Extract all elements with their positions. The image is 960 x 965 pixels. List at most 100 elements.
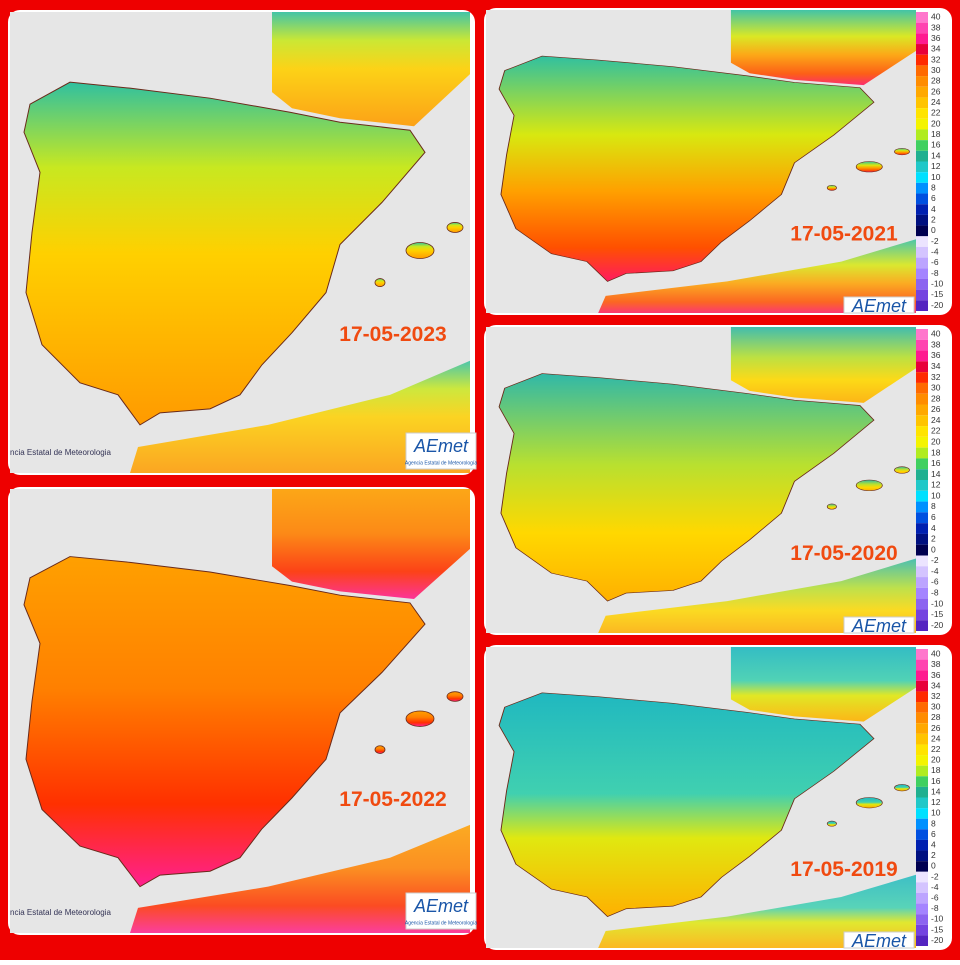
legend-swatch [916, 172, 928, 183]
legend-swatch [916, 670, 928, 681]
legend-label: 6 [931, 512, 936, 522]
legend-swatch [916, 361, 928, 373]
legend-swatch [916, 776, 928, 787]
legend-label: 10 [931, 490, 941, 500]
legend-label: -20 [931, 620, 944, 630]
island [826, 184, 837, 191]
legend-label: 8 [931, 182, 936, 192]
africa [598, 239, 916, 313]
legend-label: 12 [931, 480, 941, 490]
legend-swatch [916, 289, 928, 301]
legend-swatch [916, 257, 928, 269]
france [730, 647, 916, 722]
map-panel: 17-05-2022 AEmet Agencia Estatal de Meteor… [8, 487, 477, 935]
legend-swatch [916, 458, 928, 470]
logo-box [843, 931, 915, 949]
france [272, 12, 470, 127]
legend-swatch [916, 108, 928, 119]
legend-swatch [916, 12, 928, 23]
legend-label: 6 [931, 193, 936, 203]
legend-swatch [916, 914, 928, 925]
legend-swatch [916, 587, 928, 599]
legend-label: 30 [931, 702, 941, 712]
legend-label: 0 [931, 861, 936, 871]
legend-label: 40 [931, 12, 941, 22]
legend-label: -8 [931, 588, 939, 598]
legend-swatch [916, 924, 928, 936]
map [486, 647, 916, 948]
africa [130, 360, 470, 473]
legend-swatch [916, 236, 928, 247]
legend-label: 38 [931, 339, 941, 349]
legend-swatch [916, 193, 928, 205]
legend-swatch [916, 204, 928, 215]
island [826, 503, 837, 510]
iberia [498, 692, 875, 918]
legend-swatch [916, 744, 928, 756]
map [486, 327, 916, 633]
legend-label: 4 [931, 204, 936, 214]
legend-swatch [916, 712, 928, 724]
map [10, 12, 470, 473]
legend-swatch [916, 118, 928, 130]
legend-label: -15 [931, 289, 944, 299]
legend-label: -2 [931, 236, 939, 246]
legend-swatch [916, 65, 928, 77]
legend-label: 0 [931, 544, 936, 554]
legend-swatch [916, 839, 928, 851]
credit: ncia Estatal de Meteorologia [10, 908, 112, 917]
legend-label: 36 [931, 670, 941, 680]
legend-label: -6 [931, 257, 939, 267]
legend-swatch [916, 54, 928, 66]
legend-swatch [916, 871, 928, 883]
logo-box [405, 432, 477, 470]
legend-label: -20 [931, 935, 944, 945]
iberia [23, 556, 426, 888]
legend-label: 18 [931, 447, 941, 457]
legend-label: 20 [931, 437, 941, 447]
legend-label: 22 [931, 426, 941, 436]
legend-label: 36 [931, 350, 941, 360]
legend-label: 32 [931, 372, 941, 382]
legend-label: -8 [931, 903, 939, 913]
legend-swatch [916, 372, 928, 383]
legend-label: 20 [931, 755, 941, 765]
island [894, 784, 910, 792]
legend-swatch [916, 755, 928, 766]
legend-label: 24 [931, 733, 941, 743]
legend-swatch [916, 300, 928, 311]
legend-swatch [916, 382, 928, 394]
legend-label: 28 [931, 76, 941, 86]
map [10, 489, 470, 933]
legend-swatch [916, 278, 928, 290]
logo-box [405, 892, 477, 930]
legend-label: 38 [931, 22, 941, 32]
date-label: 17-05-2022 [339, 788, 446, 811]
legend-swatch [916, 97, 928, 109]
logo: AEmet [851, 616, 907, 636]
legend-swatch [916, 225, 928, 237]
legend-swatch [916, 214, 928, 226]
legend-swatch [916, 501, 928, 513]
legend-swatch [916, 659, 928, 671]
legend-swatch [916, 426, 928, 437]
logo: AEmet [413, 896, 469, 916]
legend-swatch [916, 680, 928, 692]
legend-swatch [916, 415, 928, 427]
legend-label: -10 [931, 279, 944, 289]
legend-swatch [916, 649, 928, 660]
legend-label: 24 [931, 97, 941, 107]
date-label: 17-05-2020 [790, 542, 897, 565]
legend-swatch [916, 598, 928, 610]
legend-label: 8 [931, 501, 936, 511]
legend-swatch [916, 480, 928, 491]
date-label: 17-05-2023 [339, 323, 446, 346]
legend-swatch [916, 161, 928, 173]
legend-label: -4 [931, 566, 939, 576]
legend-label: 2 [931, 214, 936, 224]
legend-label: 10 [931, 172, 941, 182]
credit: ncia Estatal de Meteorologia [10, 448, 112, 457]
legend-swatch [916, 691, 928, 703]
legend-label: 40 [931, 649, 941, 659]
island [374, 278, 386, 287]
